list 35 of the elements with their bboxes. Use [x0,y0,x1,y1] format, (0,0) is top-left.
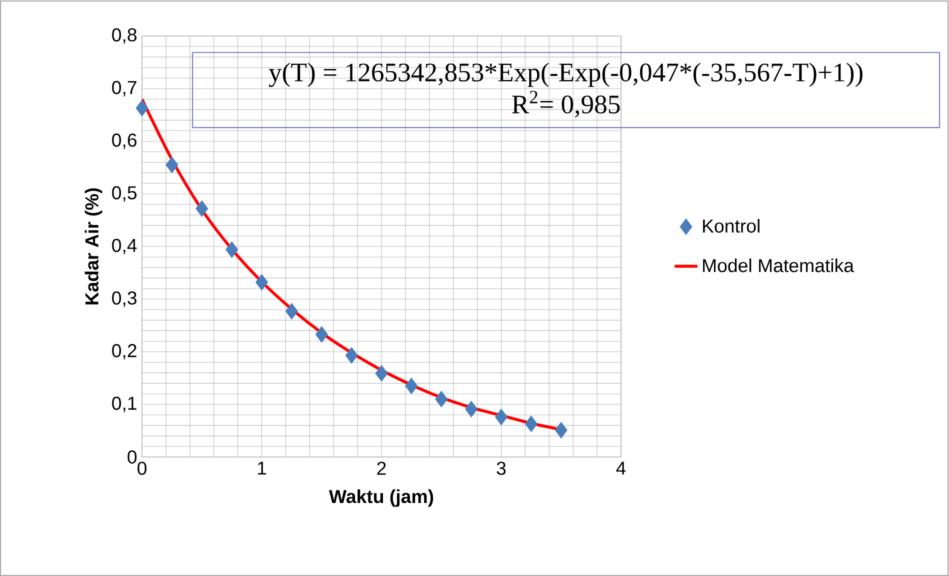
y-tick-label: 0,2 [112,344,136,360]
y-tick-label: 0,7 [112,80,136,96]
point [226,241,238,258]
y-tick-label: 0 [128,450,137,464]
y-axis-title: Kadar Air (%) [84,188,102,304]
legend-label: Model Matematika [703,258,854,272]
point [345,347,358,364]
point [196,200,208,217]
point [494,408,508,426]
point [375,365,388,382]
point [166,156,178,174]
x-tick-label: 3 [496,462,506,475]
legend-label: Kontrol [703,218,760,233]
x-axis-title: Waktu (jam) [328,489,434,507]
point [255,274,268,291]
point [554,422,568,438]
y-tick-label: 0,4 [112,238,137,254]
point [435,390,448,408]
point [136,100,148,116]
y-tick-label: 0,6 [112,134,136,149]
y-tick-label: 0,5 [112,186,137,202]
annotation: R$^{2}$= 0,985 [512,90,620,118]
y-tick-label: 0,1 [112,396,136,412]
point [315,326,328,343]
y-tick-label: 0,8 [112,28,136,44]
x-tick-label: 4 [616,462,626,475]
point [524,416,538,432]
x-tick-label: 1 [258,462,266,475]
x-tick-label: 2 [377,462,386,475]
point [465,400,478,418]
x-tick-label: 0 [138,462,146,475]
y-tick-label: 0,3 [112,291,136,307]
annotation: y(T) = 1265342,853*Exp(-Exp(-0,047*(-35,567-T)+1)) [268,62,862,87]
point [285,302,298,320]
point [405,378,418,394]
